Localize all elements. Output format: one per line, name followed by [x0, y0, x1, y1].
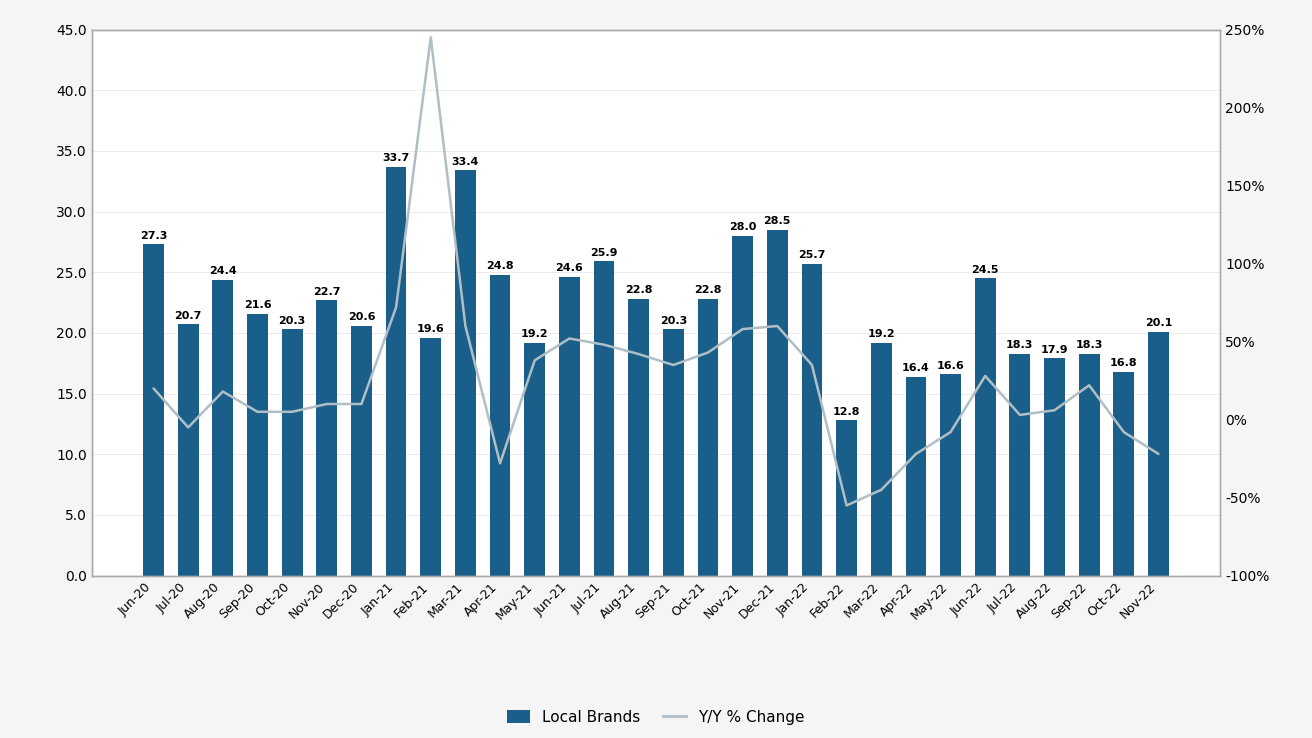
Text: 24.6: 24.6 [555, 263, 584, 274]
Bar [663, 329, 684, 576]
Bar [1114, 372, 1134, 576]
Bar [213, 280, 234, 576]
Bar [455, 170, 476, 576]
Bar [178, 325, 198, 576]
Bar [871, 342, 892, 576]
Bar [941, 374, 960, 576]
Text: 19.2: 19.2 [521, 329, 548, 339]
Text: 28.0: 28.0 [729, 222, 756, 232]
Text: 12.8: 12.8 [833, 407, 861, 417]
Bar [1009, 354, 1030, 576]
Text: 21.6: 21.6 [244, 300, 272, 310]
Text: 20.6: 20.6 [348, 312, 375, 322]
Text: 24.8: 24.8 [487, 261, 514, 271]
Bar [489, 275, 510, 576]
Bar [316, 300, 337, 576]
Bar [698, 299, 719, 576]
Text: 25.7: 25.7 [798, 250, 825, 260]
Bar [1148, 331, 1169, 576]
Text: 20.3: 20.3 [278, 316, 306, 325]
Bar [905, 376, 926, 576]
Bar [559, 277, 580, 576]
Text: 24.5: 24.5 [971, 265, 998, 275]
Text: 22.8: 22.8 [625, 286, 652, 295]
Bar [802, 263, 823, 576]
Bar [975, 278, 996, 576]
Text: 33.7: 33.7 [383, 153, 409, 163]
Text: 17.9: 17.9 [1040, 345, 1068, 355]
Bar [1078, 354, 1099, 576]
Text: 20.7: 20.7 [174, 311, 202, 321]
Bar [282, 329, 303, 576]
Bar [420, 338, 441, 576]
Text: 27.3: 27.3 [140, 231, 167, 241]
Text: 16.4: 16.4 [903, 363, 930, 373]
Bar [768, 230, 787, 576]
Text: 22.7: 22.7 [314, 286, 341, 297]
Text: 33.4: 33.4 [451, 156, 479, 167]
Bar [593, 261, 614, 576]
Legend: Local Brands, Y/Y % Change: Local Brands, Y/Y % Change [501, 703, 811, 731]
Text: 18.3: 18.3 [1076, 340, 1103, 350]
Bar [732, 236, 753, 576]
Text: 18.3: 18.3 [1006, 340, 1034, 350]
Bar [628, 299, 649, 576]
Text: 28.5: 28.5 [764, 216, 791, 226]
Bar [525, 342, 544, 576]
Bar [247, 314, 268, 576]
Bar [386, 167, 407, 576]
Text: 20.1: 20.1 [1145, 318, 1172, 328]
Bar [143, 244, 164, 576]
Text: 20.3: 20.3 [660, 316, 687, 325]
Text: 19.2: 19.2 [867, 329, 895, 339]
Bar [836, 421, 857, 576]
Text: 24.4: 24.4 [209, 266, 236, 276]
Text: 22.8: 22.8 [694, 286, 722, 295]
Bar [352, 325, 371, 576]
Text: 19.6: 19.6 [417, 324, 445, 334]
Text: 16.8: 16.8 [1110, 358, 1138, 368]
Text: 25.9: 25.9 [590, 248, 618, 258]
Bar [1044, 359, 1065, 576]
Text: 16.6: 16.6 [937, 361, 964, 370]
